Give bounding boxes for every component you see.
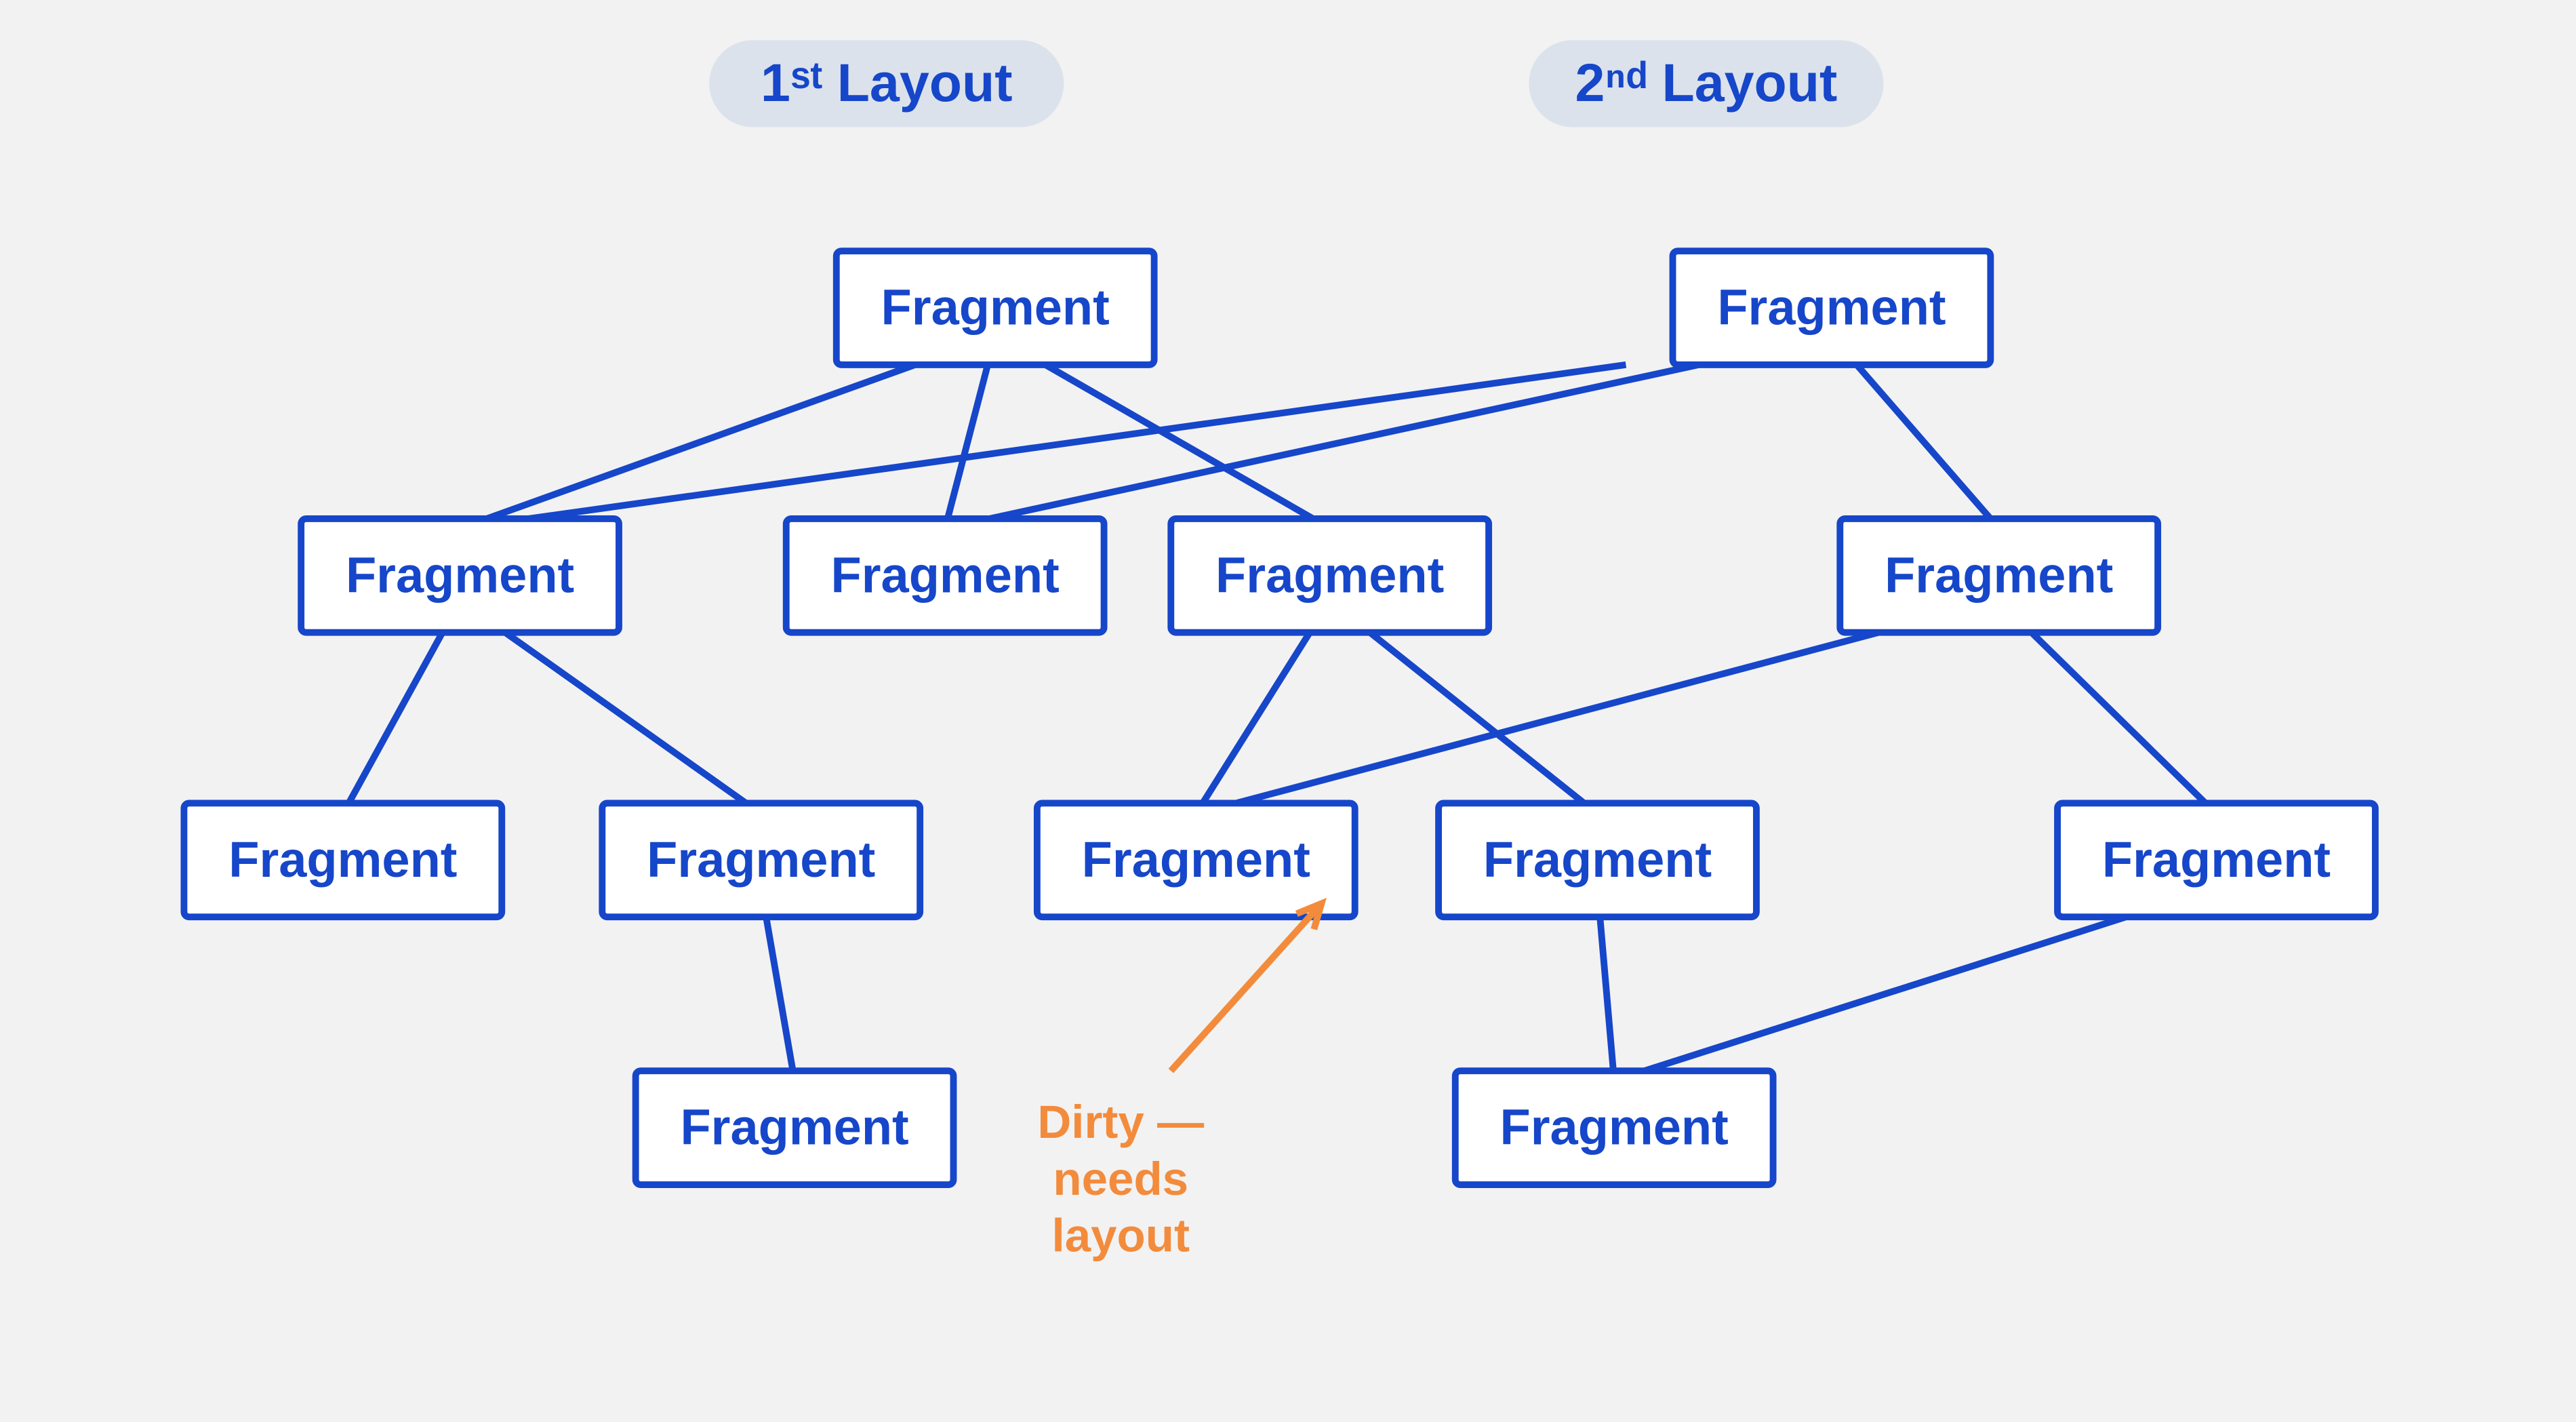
fragment-node: Fragment xyxy=(636,1071,954,1185)
fragment-node: Fragment xyxy=(301,519,619,633)
fragment-tree-diagram: Fragment Fragment Fragment Fragment Fragment… xyxy=(0,0,2576,1422)
fragment-node: Fragment xyxy=(2057,803,2375,917)
fragment-node-label: Fragment xyxy=(2102,831,2331,888)
fragment-node-label: Fragment xyxy=(1885,547,2113,603)
annotation-text: needs xyxy=(1053,1152,1188,1205)
layout-title: 1ˢᵗ Layout xyxy=(709,40,1064,127)
fragment-node-label: Fragment xyxy=(1082,831,1310,888)
annotation-text: Dirty — xyxy=(1037,1095,1205,1148)
fragment-node: Fragment xyxy=(1840,519,2158,633)
fragment-node-label: Fragment xyxy=(680,1099,908,1156)
fragment-node-label: Fragment xyxy=(346,547,574,603)
fragment-node-label: Fragment xyxy=(228,831,457,888)
layout-title-text: 1ˢᵗ Layout xyxy=(761,53,1012,113)
annotation-text: layout xyxy=(1052,1209,1190,1262)
layout-title: 2ⁿᵈ Layout xyxy=(1529,40,1883,127)
fragment-node-label: Fragment xyxy=(881,279,1110,336)
fragment-node: Fragment xyxy=(1673,251,1991,365)
fragment-node: Fragment xyxy=(602,803,920,917)
fragment-node: Fragment xyxy=(1037,803,1355,917)
layout-title-text: 2ⁿᵈ Layout xyxy=(1575,53,1837,113)
fragment-node: Fragment xyxy=(1171,519,1489,633)
fragment-node-label: Fragment xyxy=(1483,831,1712,888)
fragment-node: Fragment xyxy=(184,803,502,917)
fragment-node-label: Fragment xyxy=(1500,1099,1729,1156)
fragment-node-label: Fragment xyxy=(831,547,1060,603)
fragment-node-label: Fragment xyxy=(647,831,875,888)
fragment-node-dirty: Fragment xyxy=(1438,803,1756,917)
fragment-node: Fragment xyxy=(837,251,1154,365)
fragment-node-label: Fragment xyxy=(1717,279,1946,336)
fragment-node-label: Fragment xyxy=(1215,547,1444,603)
fragment-node: Fragment xyxy=(1455,1071,1773,1185)
fragment-node: Fragment xyxy=(786,519,1104,633)
